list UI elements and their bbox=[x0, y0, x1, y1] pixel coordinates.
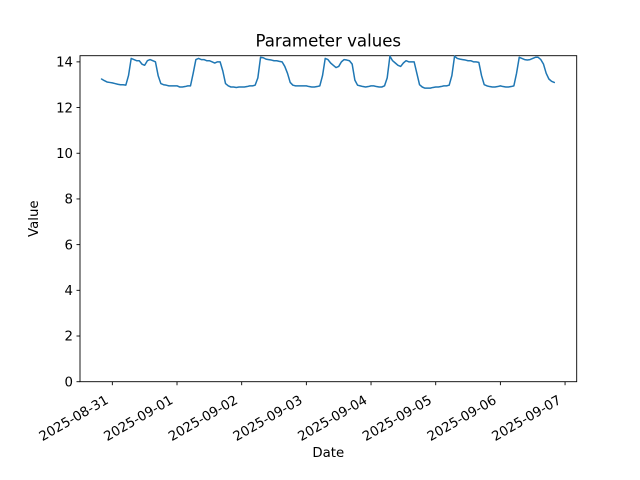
data-line-parameter bbox=[100, 55, 556, 89]
y-tick-label: 10 bbox=[56, 147, 73, 162]
plot-series bbox=[100, 55, 556, 89]
x-tick-label: 2025-09-04 bbox=[296, 393, 370, 445]
x-tick-label: 2025-09-03 bbox=[231, 393, 305, 445]
y-tick-label: 12 bbox=[56, 101, 73, 116]
y-axis-ticks: 0 2 4 6 8 10 12 14 bbox=[56, 56, 80, 390]
x-tick-label: 2025-09-05 bbox=[360, 393, 434, 445]
x-tick-label: 2025-09-07 bbox=[490, 393, 564, 445]
plot-area bbox=[79, 55, 578, 383]
y-axis-label: Value bbox=[27, 200, 42, 237]
x-axis-label: Date bbox=[312, 446, 344, 461]
y-tick-label: 0 bbox=[65, 375, 73, 390]
y-tick-label: 2 bbox=[65, 330, 73, 345]
y-tick-label: 8 bbox=[65, 193, 73, 208]
x-tick-label: 2025-08-31 bbox=[37, 393, 111, 445]
chart-title: Parameter values bbox=[256, 32, 402, 51]
x-axis-ticks: 2025-08-312025-09-012025-09-022025-09-03… bbox=[37, 381, 566, 445]
x-tick-label: 2025-09-06 bbox=[425, 393, 499, 445]
y-tick-label: 4 bbox=[65, 284, 73, 299]
x-tick-label: 2025-09-01 bbox=[102, 393, 176, 445]
y-tick-label: 14 bbox=[56, 56, 73, 71]
y-tick-label: 6 bbox=[65, 238, 73, 253]
x-tick-label: 2025-09-02 bbox=[166, 393, 240, 445]
